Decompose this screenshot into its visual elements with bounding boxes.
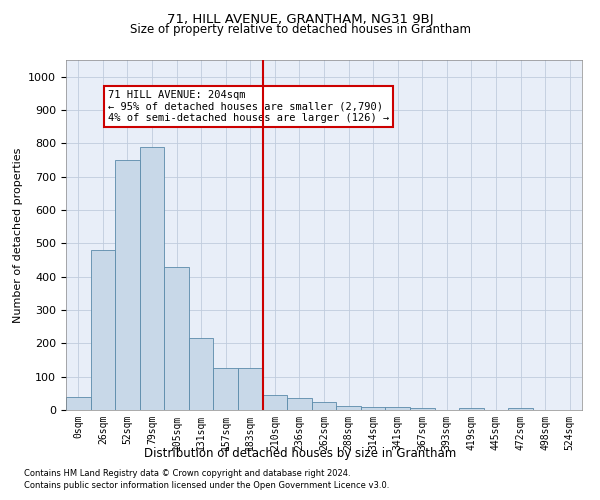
- Bar: [410, 408, 434, 410]
- Bar: [214, 368, 238, 410]
- Y-axis label: Number of detached properties: Number of detached properties: [13, 148, 23, 322]
- Text: Contains public sector information licensed under the Open Government Licence v3: Contains public sector information licen…: [24, 481, 389, 490]
- Bar: [66, 396, 91, 410]
- Bar: [238, 368, 263, 410]
- Text: 71 HILL AVENUE: 204sqm
← 95% of detached houses are smaller (2,790)
4% of semi-d: 71 HILL AVENUE: 204sqm ← 95% of detached…: [108, 90, 389, 123]
- Bar: [361, 408, 385, 410]
- Text: Contains HM Land Registry data © Crown copyright and database right 2024.: Contains HM Land Registry data © Crown c…: [24, 468, 350, 477]
- Bar: [459, 408, 484, 410]
- Text: Distribution of detached houses by size in Grantham: Distribution of detached houses by size …: [144, 448, 456, 460]
- Bar: [287, 398, 312, 410]
- Bar: [91, 250, 115, 410]
- Bar: [263, 395, 287, 410]
- Bar: [508, 408, 533, 410]
- Bar: [385, 408, 410, 410]
- Bar: [189, 338, 214, 410]
- Bar: [164, 266, 189, 410]
- Bar: [140, 146, 164, 410]
- Bar: [115, 160, 140, 410]
- Bar: [312, 402, 336, 410]
- Bar: [336, 406, 361, 410]
- Text: Size of property relative to detached houses in Grantham: Size of property relative to detached ho…: [130, 22, 470, 36]
- Text: 71, HILL AVENUE, GRANTHAM, NG31 9BJ: 71, HILL AVENUE, GRANTHAM, NG31 9BJ: [167, 12, 433, 26]
